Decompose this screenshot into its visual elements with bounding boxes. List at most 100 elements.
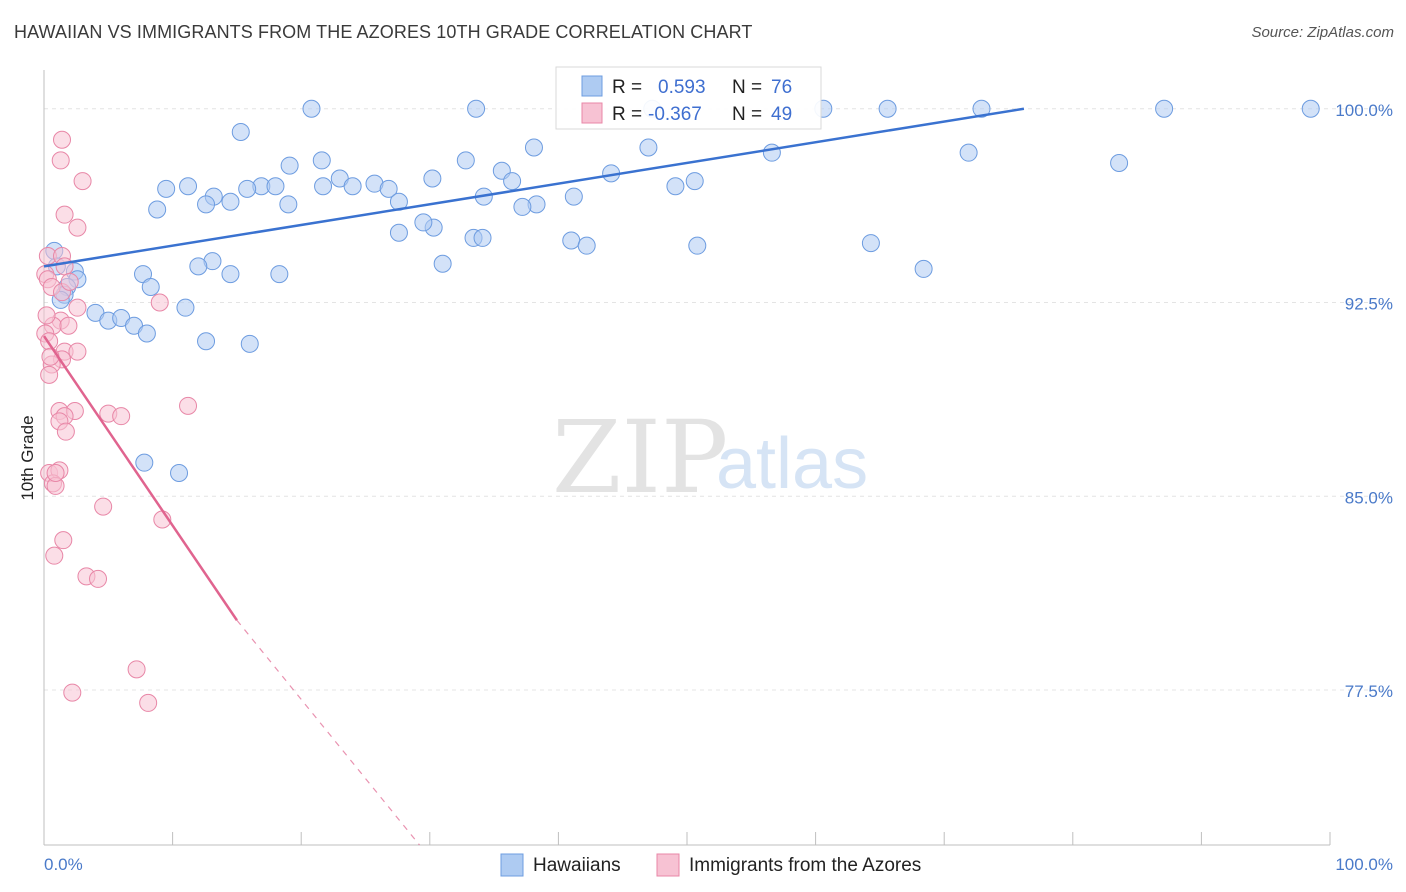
data-point	[141, 278, 160, 296]
y-axis-label: 10th Grade	[18, 415, 37, 500]
data-point	[762, 143, 781, 162]
y-tick-label: 85.0%	[1345, 488, 1393, 507]
bottom-legend-label-hawaiians: Hawaiians	[533, 855, 621, 876]
data-point	[137, 324, 156, 343]
data-point	[179, 396, 198, 415]
stats-legend: R = 0.593 N = 76 R = -0.367 N = 49	[555, 66, 822, 130]
watermark-atlas: atlas	[716, 424, 868, 504]
data-point	[433, 254, 452, 273]
legend-swatch-hawaiians	[581, 75, 603, 97]
bottom-legend-label-azores: Immigrants from the Azores	[689, 855, 921, 876]
data-point	[513, 197, 532, 216]
data-point	[473, 228, 492, 247]
data-point	[221, 265, 240, 284]
data-point	[127, 660, 146, 679]
data-point	[423, 169, 442, 188]
watermark: ZIP atlas	[552, 399, 868, 516]
legend-n-label-2: N =	[732, 104, 762, 125]
data-point	[54, 531, 73, 550]
data-point	[1155, 99, 1174, 118]
data-point	[577, 236, 596, 255]
data-point	[135, 453, 154, 472]
data-point	[55, 257, 74, 276]
data-point	[68, 342, 87, 361]
trendline-hawaiians	[43, 107, 1025, 268]
data-point	[688, 236, 707, 255]
data-point	[56, 422, 75, 441]
data-point	[157, 179, 176, 198]
y-tick-label: 92.5%	[1345, 295, 1393, 314]
data-point	[240, 334, 259, 353]
x-tick-label-min: 0.0%	[44, 855, 83, 874]
data-point	[45, 546, 64, 565]
data-point	[63, 683, 82, 702]
data-point	[139, 693, 158, 712]
chart-title: HAWAIIAN VS IMMIGRANTS FROM THE AZORES 1…	[14, 22, 753, 42]
data-point	[197, 195, 216, 214]
legend-n-value-2: 49	[771, 104, 792, 125]
data-point	[666, 177, 685, 196]
y-tick-labels: 100.0% 92.5% 85.0% 77.5%	[1335, 101, 1393, 701]
data-point	[959, 143, 978, 162]
y-tick-label: 100.0%	[1335, 101, 1393, 120]
data-point	[414, 213, 433, 232]
x-ticks	[43, 832, 1331, 845]
data-point	[639, 138, 658, 157]
data-point	[266, 177, 285, 196]
series-azores	[36, 130, 198, 712]
x-tick-label-max: 100.0%	[1335, 855, 1393, 874]
data-point	[179, 177, 198, 196]
data-point	[280, 156, 299, 175]
data-point	[562, 231, 581, 250]
data-point	[467, 99, 486, 118]
data-point	[312, 151, 331, 170]
data-point	[1110, 154, 1129, 172]
data-point	[685, 172, 704, 191]
data-point	[73, 172, 92, 191]
data-point	[878, 99, 897, 118]
watermark-zip: ZIP	[552, 399, 728, 516]
data-point	[37, 306, 56, 325]
data-point	[189, 257, 208, 276]
data-point	[270, 265, 289, 284]
data-point	[112, 407, 131, 426]
legend-r-value-1: 0.593	[658, 77, 706, 98]
y-tick-label: 77.5%	[1345, 682, 1393, 701]
data-point	[456, 151, 475, 170]
data-point	[972, 99, 991, 118]
data-point	[170, 464, 189, 482]
data-point	[55, 205, 74, 224]
data-point	[279, 195, 298, 214]
legend-swatch-azores	[581, 102, 603, 124]
data-point	[68, 298, 87, 317]
data-point	[1301, 99, 1320, 118]
data-point	[89, 569, 108, 588]
data-point	[68, 218, 87, 237]
data-point	[302, 99, 321, 118]
data-point	[861, 234, 880, 253]
data-point	[524, 138, 543, 157]
data-point	[40, 332, 59, 351]
legend-r-label-1: R =	[612, 77, 642, 98]
legend-n-value-1: 76	[771, 77, 792, 98]
data-point	[379, 179, 398, 198]
data-point	[314, 177, 333, 196]
data-point	[59, 316, 78, 335]
data-point	[46, 464, 65, 482]
data-point	[150, 293, 169, 312]
data-point	[94, 497, 113, 516]
legend-n-label-1: N =	[732, 77, 762, 98]
bottom-legend-swatch-azores	[656, 853, 680, 877]
data-point	[53, 130, 72, 149]
data-point	[197, 332, 216, 351]
data-point	[238, 179, 257, 198]
data-point	[564, 187, 583, 206]
trendlines	[42, 107, 1025, 846]
bottom-legend-swatch-hawaiians	[500, 853, 524, 877]
data-point	[148, 200, 167, 219]
data-point	[41, 347, 60, 366]
data-point	[221, 192, 240, 211]
trendline-azores	[42, 335, 238, 621]
data-point	[389, 223, 408, 242]
